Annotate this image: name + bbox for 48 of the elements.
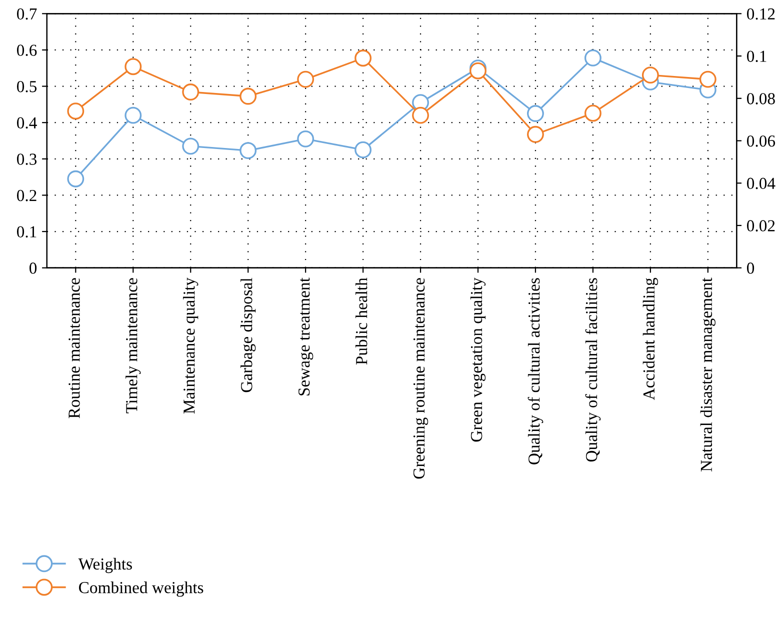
x-tick-label: Green vegetation quality	[470, 278, 486, 442]
point	[412, 106, 429, 124]
point	[354, 141, 372, 158]
y2-tick-label: 0.04	[747, 178, 776, 190]
x-tick-label: Maintenance quality	[183, 278, 198, 414]
x-tick-label: Garbage disposal	[240, 278, 256, 392]
y-tick-label: 0.5	[17, 80, 37, 92]
x-tick-label: Natural disaster management	[700, 278, 716, 472]
point	[124, 58, 142, 76]
point	[182, 84, 200, 100]
y-tick-label: 0.4	[17, 117, 37, 129]
y2-tick-label: 0.06	[747, 135, 776, 147]
x-tick-label: Greening routine maintenance	[413, 278, 428, 479]
point	[297, 70, 314, 88]
y2-tick-label: 0	[747, 262, 754, 274]
point	[67, 102, 84, 120]
y2-tick-label: 0.12	[747, 8, 775, 20]
legend-label: Weights	[78, 558, 132, 574]
point	[527, 126, 544, 143]
point	[124, 106, 142, 124]
point	[297, 130, 314, 148]
x-tick-label: Timely maintenance	[126, 278, 141, 414]
y2-tick-label: 0.02	[747, 220, 775, 232]
point	[584, 104, 602, 122]
x-tick-label: Routine maintenance	[68, 278, 80, 418]
y-tick-label: 0.6	[17, 44, 37, 56]
point	[354, 50, 372, 67]
point	[67, 170, 84, 188]
y2-tick-label: 0.1	[747, 50, 766, 62]
point	[182, 138, 200, 155]
point	[240, 88, 257, 105]
legend-label: Combined weights	[79, 582, 204, 597]
y-tick-label: 0.3	[17, 154, 37, 165]
point	[240, 142, 257, 160]
point	[584, 49, 602, 66]
y2-tick-label: 0.08	[747, 93, 775, 104]
x-tick-label: Public health	[355, 278, 368, 365]
x-tick-label: Accident handling	[642, 278, 658, 400]
point	[699, 70, 716, 88]
x-tick-label: Quality of cultural facilities	[585, 278, 601, 462]
y-tick-label: 0	[30, 262, 37, 274]
y-tick-label: 0.2	[17, 190, 36, 202]
x-tick-label: Sewage treatment	[298, 278, 314, 396]
point	[527, 105, 544, 122]
y-tick-label: 0.1	[17, 226, 36, 238]
y-tick-label: 0.7	[17, 8, 37, 20]
x-tick-label: Quality of cultural activities	[528, 278, 544, 464]
point	[642, 66, 659, 84]
